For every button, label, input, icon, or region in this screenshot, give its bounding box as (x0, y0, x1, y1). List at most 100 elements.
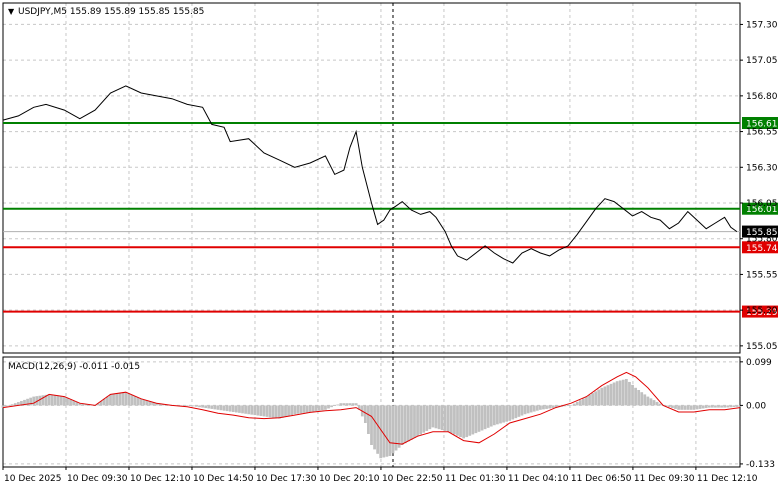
macd-histogram-bar (483, 405, 487, 430)
macd-histogram-bar (155, 403, 158, 406)
macd-histogram-bar (274, 405, 278, 419)
macd-histogram-bar (262, 405, 266, 417)
macd-histogram-bar (308, 405, 312, 412)
macd-histogram-bar (367, 405, 370, 434)
macd-histogram-bar (492, 405, 496, 426)
macd-histogram-bar (462, 405, 466, 439)
price-y-tick-label: 157.05 (746, 56, 778, 66)
macd-histogram-bar (152, 402, 155, 406)
macd-histogram-bar (735, 405, 739, 407)
macd-histogram-bar (81, 403, 85, 406)
macd-histogram-bar (330, 405, 333, 408)
macd-histogram-bar (453, 405, 456, 435)
macd-histogram-bar (59, 396, 63, 406)
macd-histogram-bar (302, 405, 306, 413)
macd-histogram-bar (354, 403, 358, 406)
macd-histogram-bar (523, 405, 527, 415)
macd-histogram-bar (723, 405, 727, 408)
macd-histogram-bar (56, 395, 60, 406)
macd-histogram-bar (10, 404, 14, 406)
macd-histogram-bar (204, 405, 208, 409)
macd-histogram-bar (195, 405, 198, 407)
macd-histogram-bar (425, 405, 429, 431)
macd-histogram-bar (124, 392, 128, 406)
macd-histogram-bar (563, 405, 567, 407)
macd-histogram-bar (231, 405, 235, 412)
macd-histogram-bar (373, 405, 376, 450)
price-line (2, 85, 738, 264)
macd-histogram-bar (63, 396, 66, 406)
macd-histogram-bar (26, 398, 29, 406)
price-plot-frame (2, 2, 741, 354)
macd-histogram-bar (440, 405, 444, 431)
macd-histogram-bar (47, 394, 51, 406)
macd-histogram-bar (606, 385, 610, 406)
macd-histogram-bar (345, 403, 349, 406)
macd-histogram-bar (287, 405, 290, 416)
chart-symbol-header: USDJPY,M5 155.89 155.89 155.85 155.85 (18, 7, 204, 17)
macd-histogram-bar (109, 394, 112, 406)
macd-histogram-bar (241, 405, 244, 414)
price-y-tick-label: 155.55 (746, 270, 778, 280)
macd-histogram-bar (477, 405, 481, 432)
macd-histogram-bar (20, 401, 23, 406)
macd-histogram-bar (23, 399, 26, 406)
macd-histogram-bar (102, 398, 106, 406)
macd-histogram-bar (446, 405, 450, 432)
x-tick-label: 11 Dec 01:30 (445, 474, 506, 484)
macd-histogram-bar (637, 390, 641, 406)
macd-histogram-bar (41, 395, 45, 406)
macd-histogram-bar (582, 398, 585, 406)
macd-histogram-bar (29, 397, 33, 406)
macd-histogram-bar (674, 405, 677, 409)
macd-histogram-bar (379, 405, 383, 459)
macd-histogram-bar (244, 405, 247, 414)
macd-histogram-bar (437, 405, 441, 430)
macd-histogram (1, 379, 742, 459)
price-y-tick-label: 155.80 (746, 235, 778, 245)
macd-histogram-bar (588, 394, 591, 406)
macd-histogram-bar (38, 395, 42, 406)
chart-dropdown-icon[interactable]: ▼ (8, 7, 15, 16)
macd-histogram-bar (397, 405, 401, 448)
price-y-axis: 157.30 157.05 156.80 156.55 156.30 156.05 155.… (740, 20, 778, 352)
macd-histogram-bar (53, 395, 57, 406)
macd-histogram-bar (443, 405, 447, 431)
macd-histogram-bar (689, 405, 693, 410)
macd-histogram-bar (646, 396, 650, 406)
macd-histogram-bar (324, 405, 327, 410)
macd-histogram-bar (238, 405, 241, 413)
macd-histogram-bar (142, 399, 146, 406)
macd-histogram-bar (115, 393, 119, 406)
macd-histogram-bar (130, 394, 134, 406)
macd-histogram-bar (290, 405, 294, 416)
macd-histogram-bar (118, 393, 122, 406)
macd-histogram-bar (431, 405, 435, 428)
macd-histogram-bar (572, 403, 576, 406)
x-tick-label: 10 Dec 17:30 (256, 474, 317, 484)
macd-histogram-bar (449, 405, 453, 434)
macd-histogram-bar (149, 401, 152, 406)
macd-histogram-bar (535, 405, 539, 411)
macd-histogram-bar (376, 405, 380, 454)
macd-histogram-bar (529, 405, 533, 413)
macd-histogram-bar (219, 405, 223, 411)
macd-histogram-bar (520, 405, 524, 416)
macd-histogram-bar (133, 396, 137, 406)
macd-histogram-bar (640, 392, 644, 406)
x-tick-label: 10 Dec 22:50 (382, 474, 443, 484)
macd-histogram-bar (75, 401, 79, 406)
macd-histogram-bar (701, 405, 705, 409)
macd-histogram-bar (514, 405, 518, 419)
macd-histogram-bar (643, 394, 647, 406)
macd-histogram-bar (726, 405, 730, 408)
macd-histogram-bar (566, 405, 570, 406)
macd-histogram-bar (158, 403, 161, 406)
macd-histogram-bar (704, 405, 708, 409)
price-level-tag (742, 202, 778, 215)
macd-histogram-bar (511, 405, 515, 420)
x-tick-label: 11 Dec 06:50 (571, 474, 632, 484)
macd-histogram-bar (259, 405, 263, 416)
